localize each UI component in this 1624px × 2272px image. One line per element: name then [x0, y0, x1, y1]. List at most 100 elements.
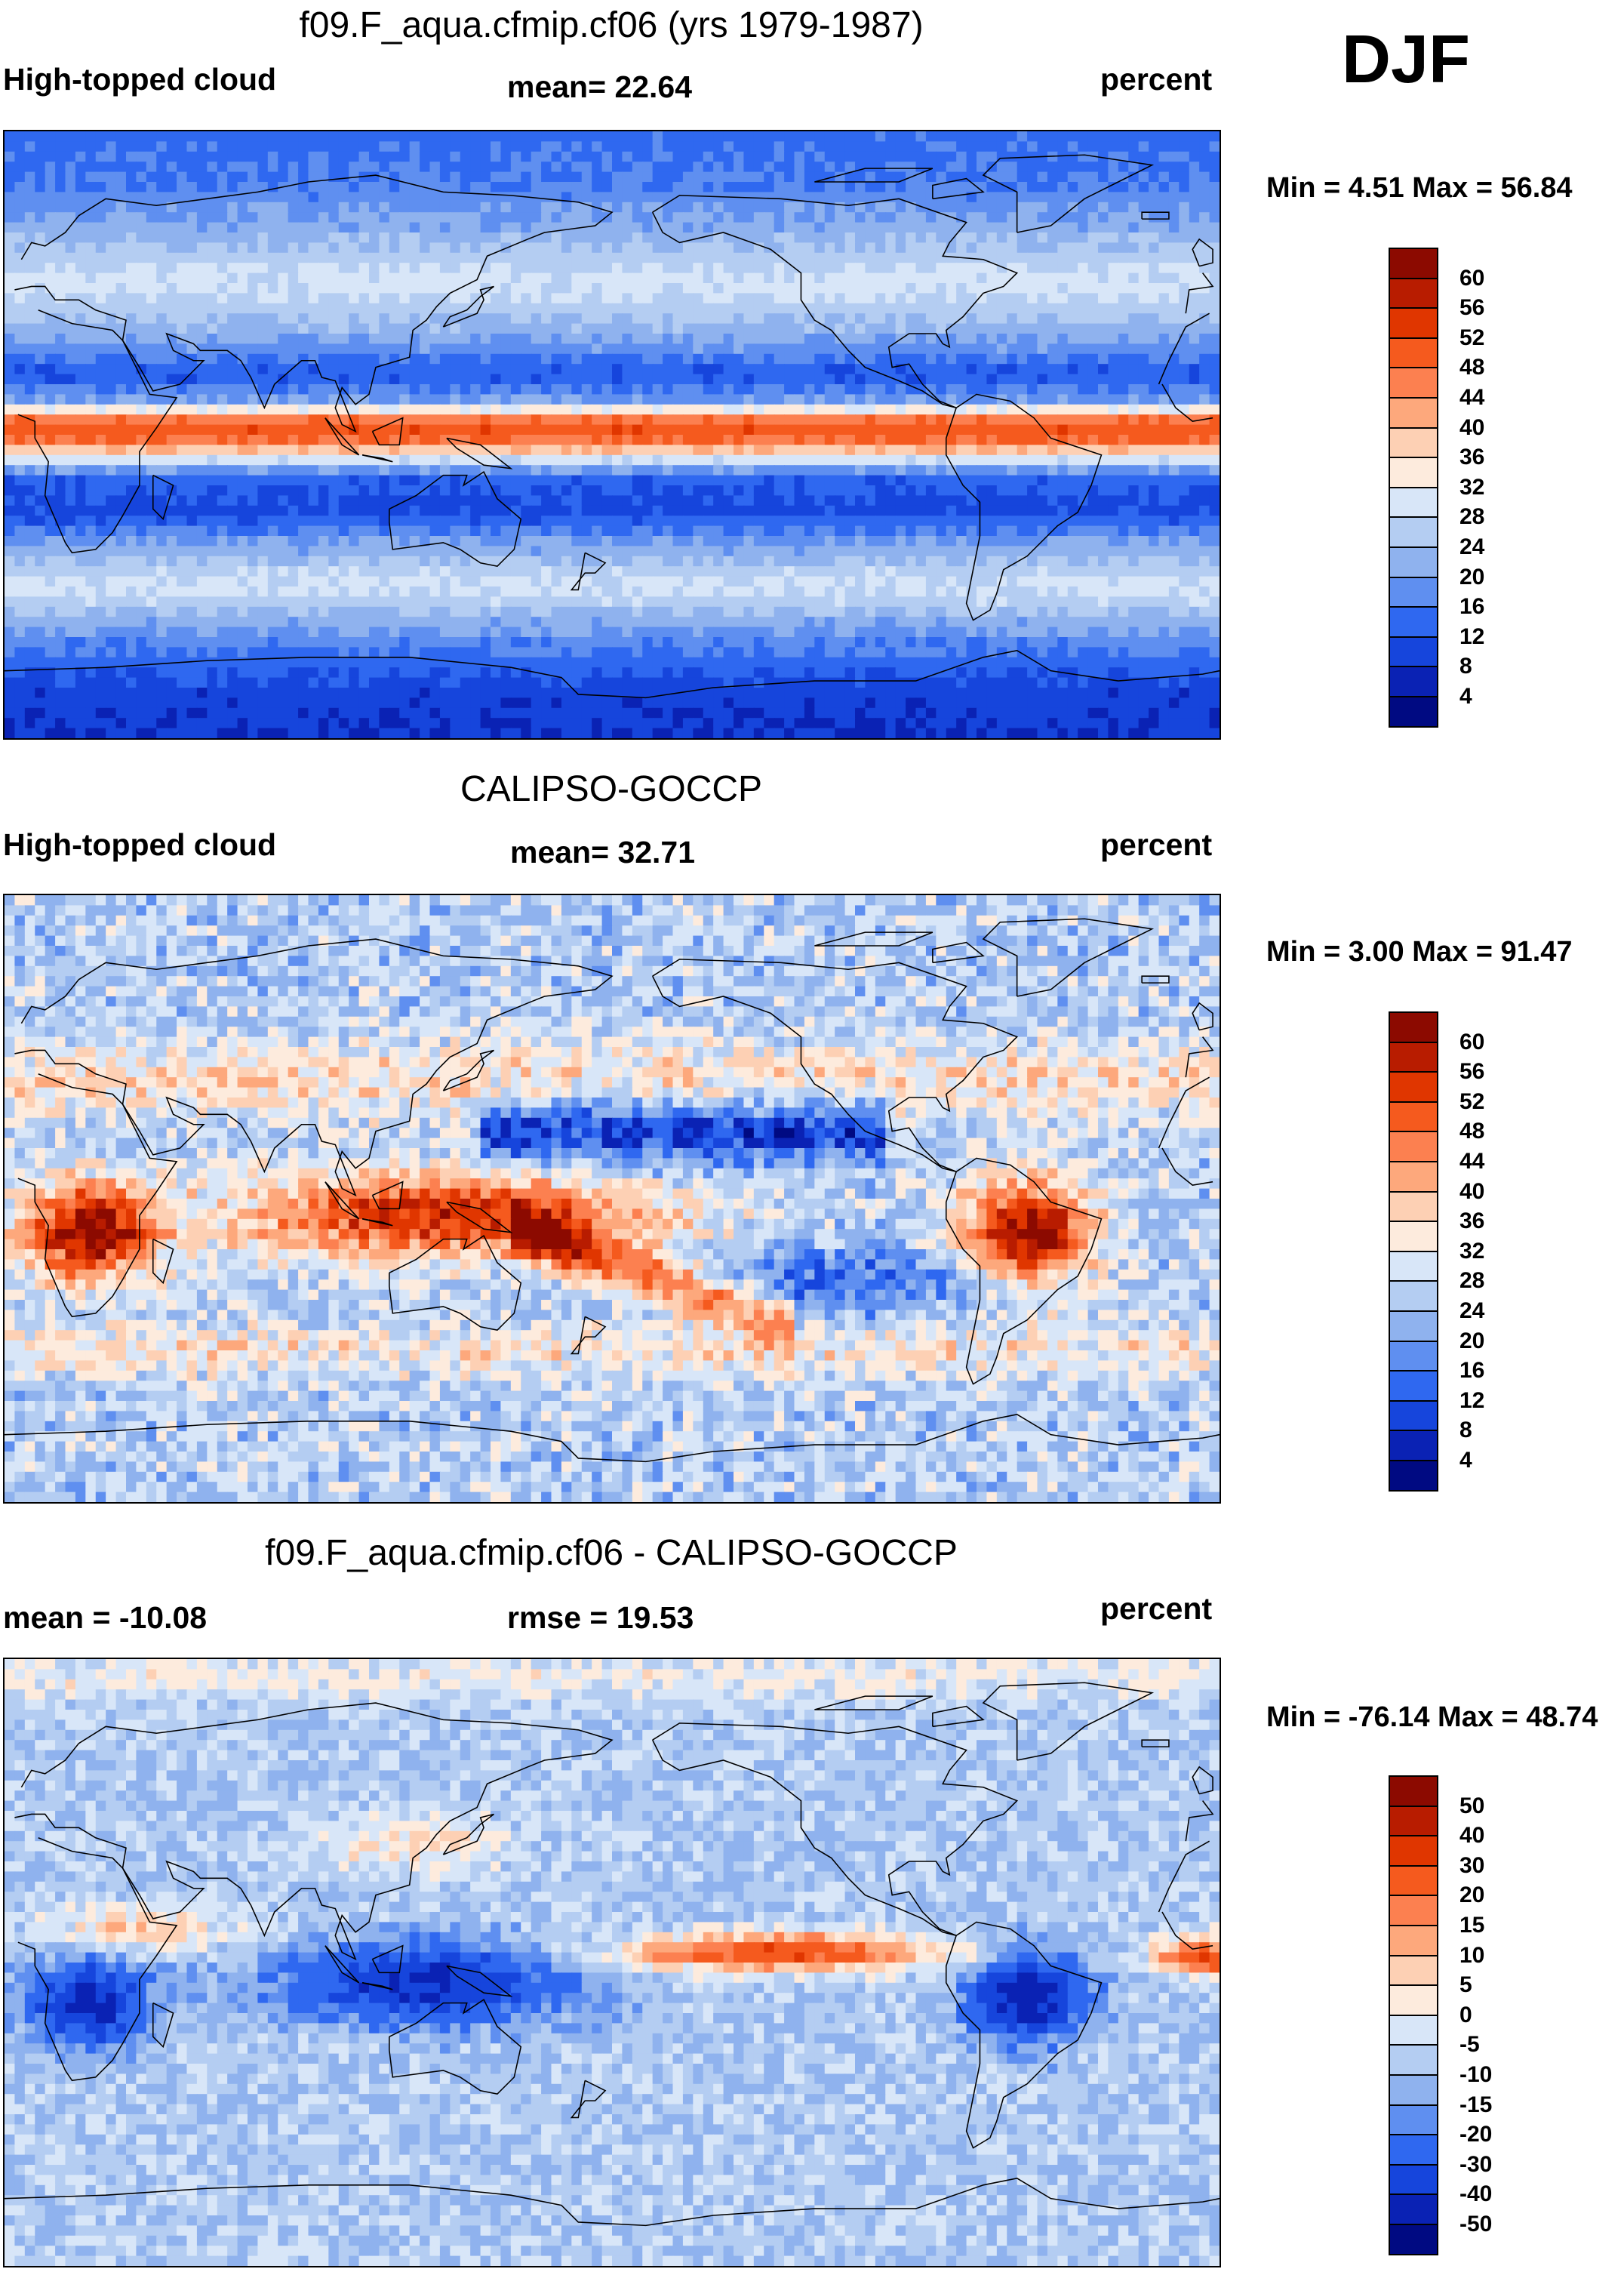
- map-cell: [207, 283, 218, 294]
- map-cell: [399, 252, 411, 264]
- map-cell: [420, 353, 431, 365]
- map-cell: [177, 162, 188, 173]
- map-cell: [45, 454, 56, 466]
- map-cell: [196, 374, 208, 385]
- map-cell: [156, 141, 168, 152]
- map-cell: [1078, 131, 1089, 143]
- map-cell: [652, 475, 663, 486]
- map-cell: [358, 313, 370, 325]
- map-cell: [308, 465, 319, 476]
- map-cell: [278, 303, 289, 315]
- map-cell: [561, 394, 573, 405]
- map-cell: [895, 384, 906, 396]
- map-cell: [278, 454, 289, 466]
- map-cell: [1017, 465, 1028, 476]
- map-cell: [65, 212, 76, 223]
- map-cell: [652, 272, 663, 284]
- map-cell: [1087, 364, 1099, 375]
- map-cell: [1087, 252, 1099, 264]
- map-cell: [693, 171, 704, 183]
- map-cell: [439, 525, 451, 537]
- map-cell: [794, 516, 805, 527]
- map-cell: [217, 505, 229, 517]
- map-cell: [693, 394, 704, 405]
- map-cell: [369, 404, 380, 416]
- map-cell: [389, 323, 401, 334]
- map-cell: [1179, 162, 1190, 173]
- map-cell: [693, 293, 704, 304]
- map-cell: [288, 435, 299, 446]
- map-cell: [1067, 232, 1079, 244]
- map-cell: [966, 242, 977, 254]
- map-cell: [774, 495, 785, 506]
- map-cell: [713, 505, 724, 517]
- map-cell: [672, 435, 684, 446]
- map-cell: [1128, 495, 1140, 506]
- map-cell: [227, 171, 238, 183]
- map-cell: [592, 384, 603, 396]
- map-cell: [915, 364, 927, 375]
- map-cell: [814, 364, 826, 375]
- map-cell: [1027, 263, 1038, 274]
- map-cell: [774, 435, 785, 446]
- map-cell: [652, 414, 663, 426]
- map-cell: [663, 141, 674, 152]
- map-cell: [814, 495, 826, 506]
- map-cell: [409, 131, 420, 143]
- map-cell: [217, 202, 229, 214]
- map-cell: [1007, 465, 1018, 476]
- map-cell: [298, 323, 309, 334]
- map-cell: [95, 293, 107, 304]
- map-cell: [743, 343, 755, 355]
- map-cell: [65, 272, 76, 284]
- map-cell: [946, 313, 958, 325]
- map-cell: [551, 495, 562, 506]
- map-cell: [1078, 222, 1089, 233]
- map-cell: [65, 414, 76, 426]
- map-cell: [106, 414, 117, 426]
- map-cell: [389, 283, 401, 294]
- map-cell: [814, 465, 826, 476]
- map-cell: [500, 263, 512, 274]
- map-cell: [349, 516, 360, 527]
- map-cell: [237, 272, 248, 284]
- map-cell: [804, 252, 816, 264]
- map-cell: [1037, 131, 1048, 143]
- map-cell: [207, 454, 218, 466]
- map-cell: [460, 353, 472, 365]
- map-cell: [915, 303, 927, 315]
- map-cell: [1118, 212, 1130, 223]
- map-cell: [966, 131, 977, 143]
- map-cell: [1189, 465, 1201, 476]
- map-cell: [349, 546, 360, 557]
- map-cell: [318, 263, 330, 274]
- map-cell: [1007, 263, 1018, 274]
- map-cell: [844, 313, 856, 325]
- map-cell: [450, 536, 461, 547]
- map-cell: [875, 516, 887, 527]
- map-cell: [106, 353, 117, 365]
- map-cell: [632, 272, 644, 284]
- map-cell: [399, 334, 411, 345]
- map-cell: [480, 516, 491, 527]
- map-cell: [369, 475, 380, 486]
- map-cell: [217, 454, 229, 466]
- map-cell: [207, 364, 218, 375]
- map-cell: [1007, 394, 1018, 405]
- map-cell: [996, 465, 1008, 476]
- map-cell: [420, 384, 431, 396]
- map-cell: [1118, 141, 1130, 152]
- map-cell: [389, 242, 401, 254]
- map-cell: [703, 202, 715, 214]
- map-cell: [794, 353, 805, 365]
- map-cell: [308, 505, 319, 517]
- map-cell: [439, 182, 451, 193]
- map-cell: [592, 192, 603, 203]
- map-cell: [824, 353, 836, 365]
- map-cell: [278, 485, 289, 497]
- map-cell: [126, 141, 137, 152]
- map-cell: [257, 232, 269, 244]
- map-cell: [166, 293, 177, 304]
- map-cell: [14, 272, 26, 284]
- map-cell: [612, 141, 623, 152]
